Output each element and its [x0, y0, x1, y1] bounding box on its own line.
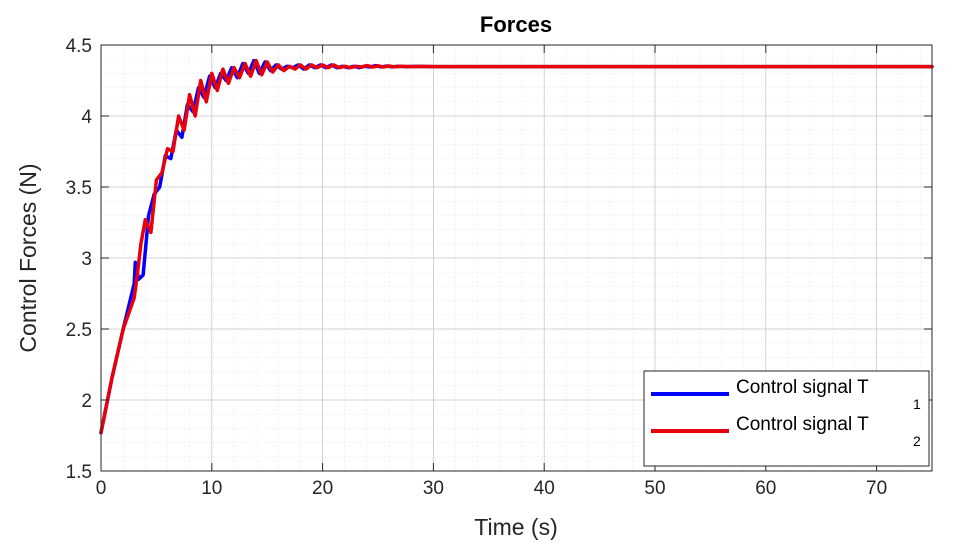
- x-tick-label: 20: [312, 478, 333, 499]
- y-tick-label: 1.5: [66, 462, 92, 483]
- axis-ticks: [100, 44, 932, 472]
- legend-label-t1: Control signal T: [736, 377, 869, 398]
- series-layer: [99, 58, 934, 435]
- y-tick-label: 4.5: [66, 36, 92, 57]
- x-axis-label: Time (s): [474, 514, 557, 540]
- legend-subscript-t1: 1: [913, 396, 921, 412]
- x-tick-label: 30: [423, 478, 444, 499]
- legend: Control signal T 1 Control signal T 2: [643, 370, 930, 467]
- y-tick-label: 4: [81, 107, 92, 128]
- y-tick-label: 3: [81, 249, 92, 270]
- y-axis-label: Control Forces (N): [15, 163, 41, 352]
- y-tick-label: 2: [81, 391, 92, 412]
- y-tick-labels: 1.5 2 2.5 3 3.5 4 4.5: [66, 36, 93, 483]
- x-tick-label: 50: [644, 478, 665, 499]
- x-tick-label: 10: [201, 478, 222, 499]
- x-tick-label: 60: [755, 478, 776, 499]
- series-line-t2: [99, 58, 934, 435]
- x-tick-labels: 0 10 20 30 40 50 60 70: [96, 478, 887, 499]
- legend-label-t2: Control signal T: [736, 414, 869, 435]
- chart-title: Forces: [480, 12, 552, 37]
- y-tick-label: 2.5: [66, 320, 92, 341]
- x-tick-label: 70: [866, 478, 887, 499]
- legend-subscript-t2: 2: [913, 433, 921, 449]
- x-tick-label: 40: [534, 478, 555, 499]
- legend-box: [643, 370, 930, 467]
- y-tick-label: 3.5: [66, 178, 92, 199]
- x-tick-label: 0: [96, 478, 107, 499]
